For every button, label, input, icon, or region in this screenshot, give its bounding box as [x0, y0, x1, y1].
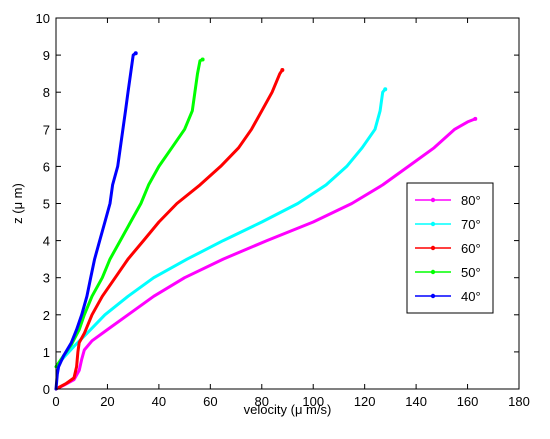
- x-tick-label: 80: [255, 394, 269, 409]
- x-tick-label: 100: [302, 394, 324, 409]
- y-tick-label: 7: [43, 122, 50, 137]
- series-line-0: [54, 117, 477, 391]
- legend-label-2: 60°: [461, 241, 481, 256]
- y-tick-label: 4: [43, 234, 50, 249]
- x-tick-label: 20: [100, 394, 114, 409]
- y-tick-label: 10: [36, 11, 50, 26]
- y-tick-label: 3: [43, 271, 50, 286]
- x-tick-label: 160: [457, 394, 479, 409]
- legend-marker-3: [430, 269, 436, 275]
- legend-marker-0: [430, 197, 436, 203]
- y-tick-label: 9: [43, 48, 50, 63]
- y-tick-label: 1: [43, 345, 50, 360]
- y-tick-label: 6: [43, 159, 50, 174]
- series-line-4: [54, 51, 138, 391]
- y-axis: 0 1 2 3 4 5 6 7 8 9 10: [36, 11, 519, 397]
- x-tick-label: 140: [405, 394, 427, 409]
- x-axis-label: velocity (μ m/s): [244, 402, 332, 417]
- legend-marker-4: [430, 293, 436, 299]
- y-tick-label: 0: [43, 382, 50, 397]
- legend-marker-2: [430, 245, 436, 251]
- series-layer: [54, 51, 478, 391]
- x-tick-label: 60: [203, 394, 217, 409]
- x-tick-label: 180: [508, 394, 530, 409]
- y-tick-label: 5: [43, 197, 50, 212]
- legend: 80° 70° 60° 50° 40°: [406, 182, 494, 314]
- series-end-marker-3: [200, 57, 205, 62]
- series-line-2: [54, 68, 284, 391]
- series-end-marker-2: [280, 67, 285, 72]
- legend-marker-1: [430, 221, 436, 227]
- legend-label-0: 80°: [461, 193, 481, 208]
- legend-label-3: 50°: [461, 265, 481, 280]
- legend-label-1: 70°: [461, 217, 481, 232]
- series-line-3: [54, 58, 205, 369]
- series-end-marker-4: [133, 51, 138, 56]
- series-end-marker-1: [383, 87, 388, 92]
- series-end-marker-0: [473, 116, 478, 121]
- x-axis: 0 20 40 60 80 100 120 140 160 180: [52, 18, 530, 409]
- y-axis-label: z (μ m): [10, 183, 25, 224]
- y-tick-label: 8: [43, 85, 50, 100]
- legend-label-4: 40°: [461, 289, 481, 304]
- x-tick-label: 0: [52, 394, 59, 409]
- y-tick-label: 2: [43, 308, 50, 323]
- x-tick-label: 40: [152, 394, 166, 409]
- x-tick-label: 120: [354, 394, 376, 409]
